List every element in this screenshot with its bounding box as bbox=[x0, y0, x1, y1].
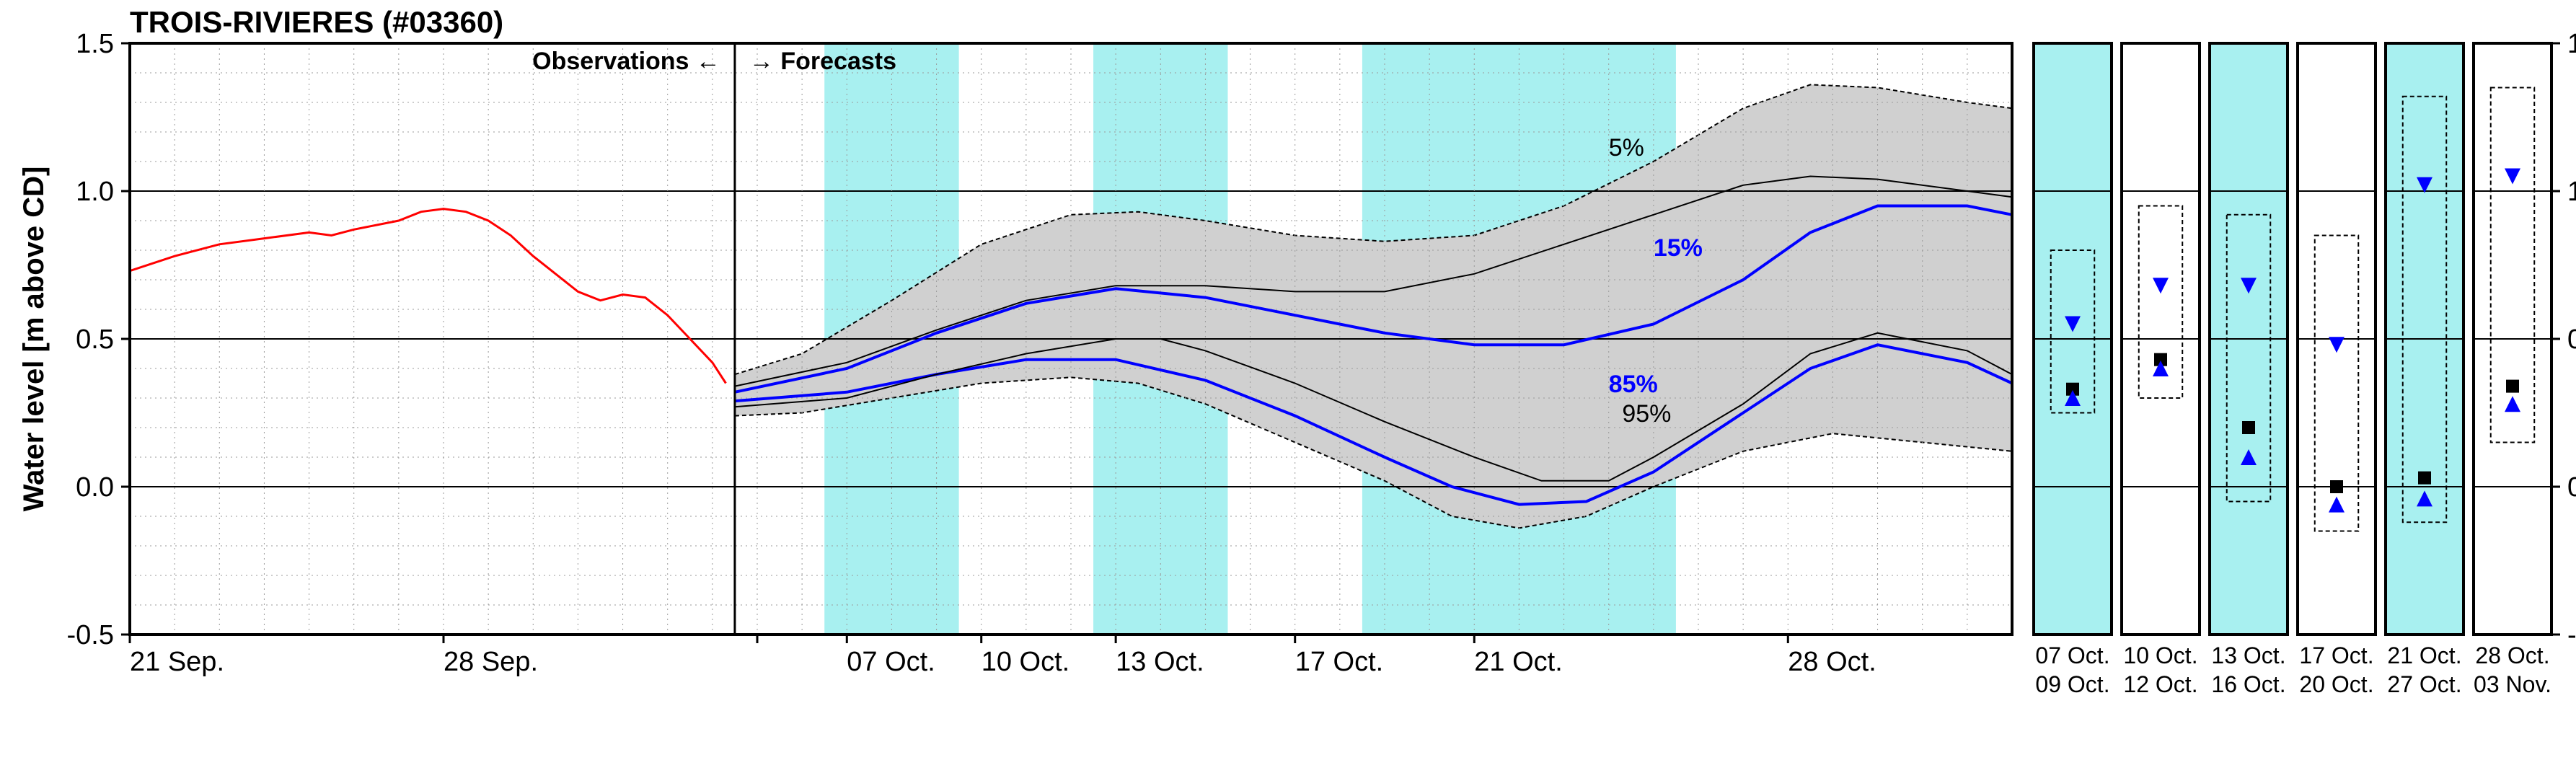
chart-svg: -0.5 0.0 0.5 1.0 1.5 21 Sep. 28 Sep. 07 Oct. 10 … bbox=[0, 0, 2576, 760]
chart-container: -0.5 0.0 0.5 1.0 1.5 21 Sep. 28 Sep. 07 Oct. 10 … bbox=[0, 0, 2576, 760]
xtick-label: 28 Sep. bbox=[444, 647, 538, 677]
xtick-label: 21 Oct. bbox=[1474, 647, 1562, 677]
side-panels: 07 Oct. 09 Oct. 10 Oct. 12 Oct. 13 Oct. 16 Oc… bbox=[2034, 29, 2576, 697]
tri-down-marker bbox=[2505, 169, 2520, 185]
panel-label-bottom: 27 Oct. bbox=[2387, 671, 2461, 697]
panel-label-top: 13 Oct. bbox=[2211, 642, 2285, 668]
right-ytick-label: 0.5 bbox=[2567, 324, 2576, 355]
tri-up-marker bbox=[2329, 497, 2345, 513]
y-axis-label: Water level [m above CD] bbox=[18, 167, 50, 512]
panel-label-bottom: 09 Oct. bbox=[2035, 671, 2109, 697]
ytick-label: -0.5 bbox=[67, 620, 114, 650]
panel-label-bottom: 16 Oct. bbox=[2211, 671, 2285, 697]
panel-2: 13 Oct. 16 Oct. bbox=[2210, 43, 2288, 697]
tri-up-marker bbox=[2505, 396, 2520, 412]
forecasts-annotation: → Forecasts bbox=[749, 48, 896, 75]
panel-label-bottom: 03 Nov. bbox=[2474, 671, 2551, 697]
panel-label-top: 21 Oct. bbox=[2387, 642, 2461, 668]
ytick-label: 0.0 bbox=[76, 472, 114, 503]
median-marker bbox=[2506, 380, 2519, 393]
tri-down-marker bbox=[2153, 278, 2169, 293]
panel-label-top: 07 Oct. bbox=[2035, 642, 2109, 668]
label-15pct: 15% bbox=[1654, 234, 1703, 262]
xtick-label: 21 Sep. bbox=[130, 647, 224, 677]
median-marker bbox=[2330, 480, 2343, 493]
xtick-label: 10 Oct. bbox=[982, 647, 1070, 677]
label-85pct: 85% bbox=[1609, 371, 1658, 398]
main-plot: -0.5 0.0 0.5 1.0 1.5 21 Sep. 28 Sep. 07 Oct. 10 … bbox=[18, 5, 2012, 677]
panel-3: 17 Oct. 20 Oct. bbox=[2298, 43, 2376, 697]
right-ytick-label: 0.0 bbox=[2567, 472, 2576, 503]
label-95pct: 95% bbox=[1622, 400, 1671, 428]
panel-label-bottom: 20 Oct. bbox=[2299, 671, 2373, 697]
label-5pct: 5% bbox=[1609, 134, 1644, 162]
panel-label-bottom: 12 Oct. bbox=[2123, 671, 2197, 697]
right-ytick-label: 1.5 bbox=[2567, 29, 2576, 59]
xtick-label: 13 Oct. bbox=[1116, 647, 1204, 677]
panel-4: 21 Oct. 27 Oct. bbox=[2386, 43, 2463, 697]
tri-down-marker bbox=[2329, 337, 2345, 353]
xtick-label: 17 Oct. bbox=[1295, 647, 1384, 677]
panel-0: 07 Oct. 09 Oct. bbox=[2034, 43, 2112, 697]
ytick-label: 1.0 bbox=[76, 177, 114, 207]
panel-label-top: 10 Oct. bbox=[2123, 642, 2197, 668]
xtick-label: 07 Oct. bbox=[847, 647, 935, 677]
xtick-label: 28 Oct. bbox=[1788, 647, 1876, 677]
right-ytick-label: -0.5 bbox=[2567, 620, 2576, 650]
observations-annotation: Observations ← bbox=[532, 48, 720, 75]
median-marker bbox=[2242, 421, 2255, 434]
median-marker bbox=[2418, 472, 2431, 485]
right-ytick-label: 1.0 bbox=[2567, 177, 2576, 207]
chart-title: TROIS-RIVIERES (#03360) bbox=[130, 5, 503, 39]
ytick-label: 0.5 bbox=[76, 324, 114, 355]
ytick-label: 1.5 bbox=[76, 29, 114, 59]
panel-5: 28 Oct. 03 Nov. bbox=[2474, 43, 2551, 697]
panel-label-top: 28 Oct. bbox=[2475, 642, 2549, 668]
panel-label-top: 17 Oct. bbox=[2299, 642, 2373, 668]
panel-1: 10 Oct. 12 Oct. bbox=[2122, 43, 2200, 697]
